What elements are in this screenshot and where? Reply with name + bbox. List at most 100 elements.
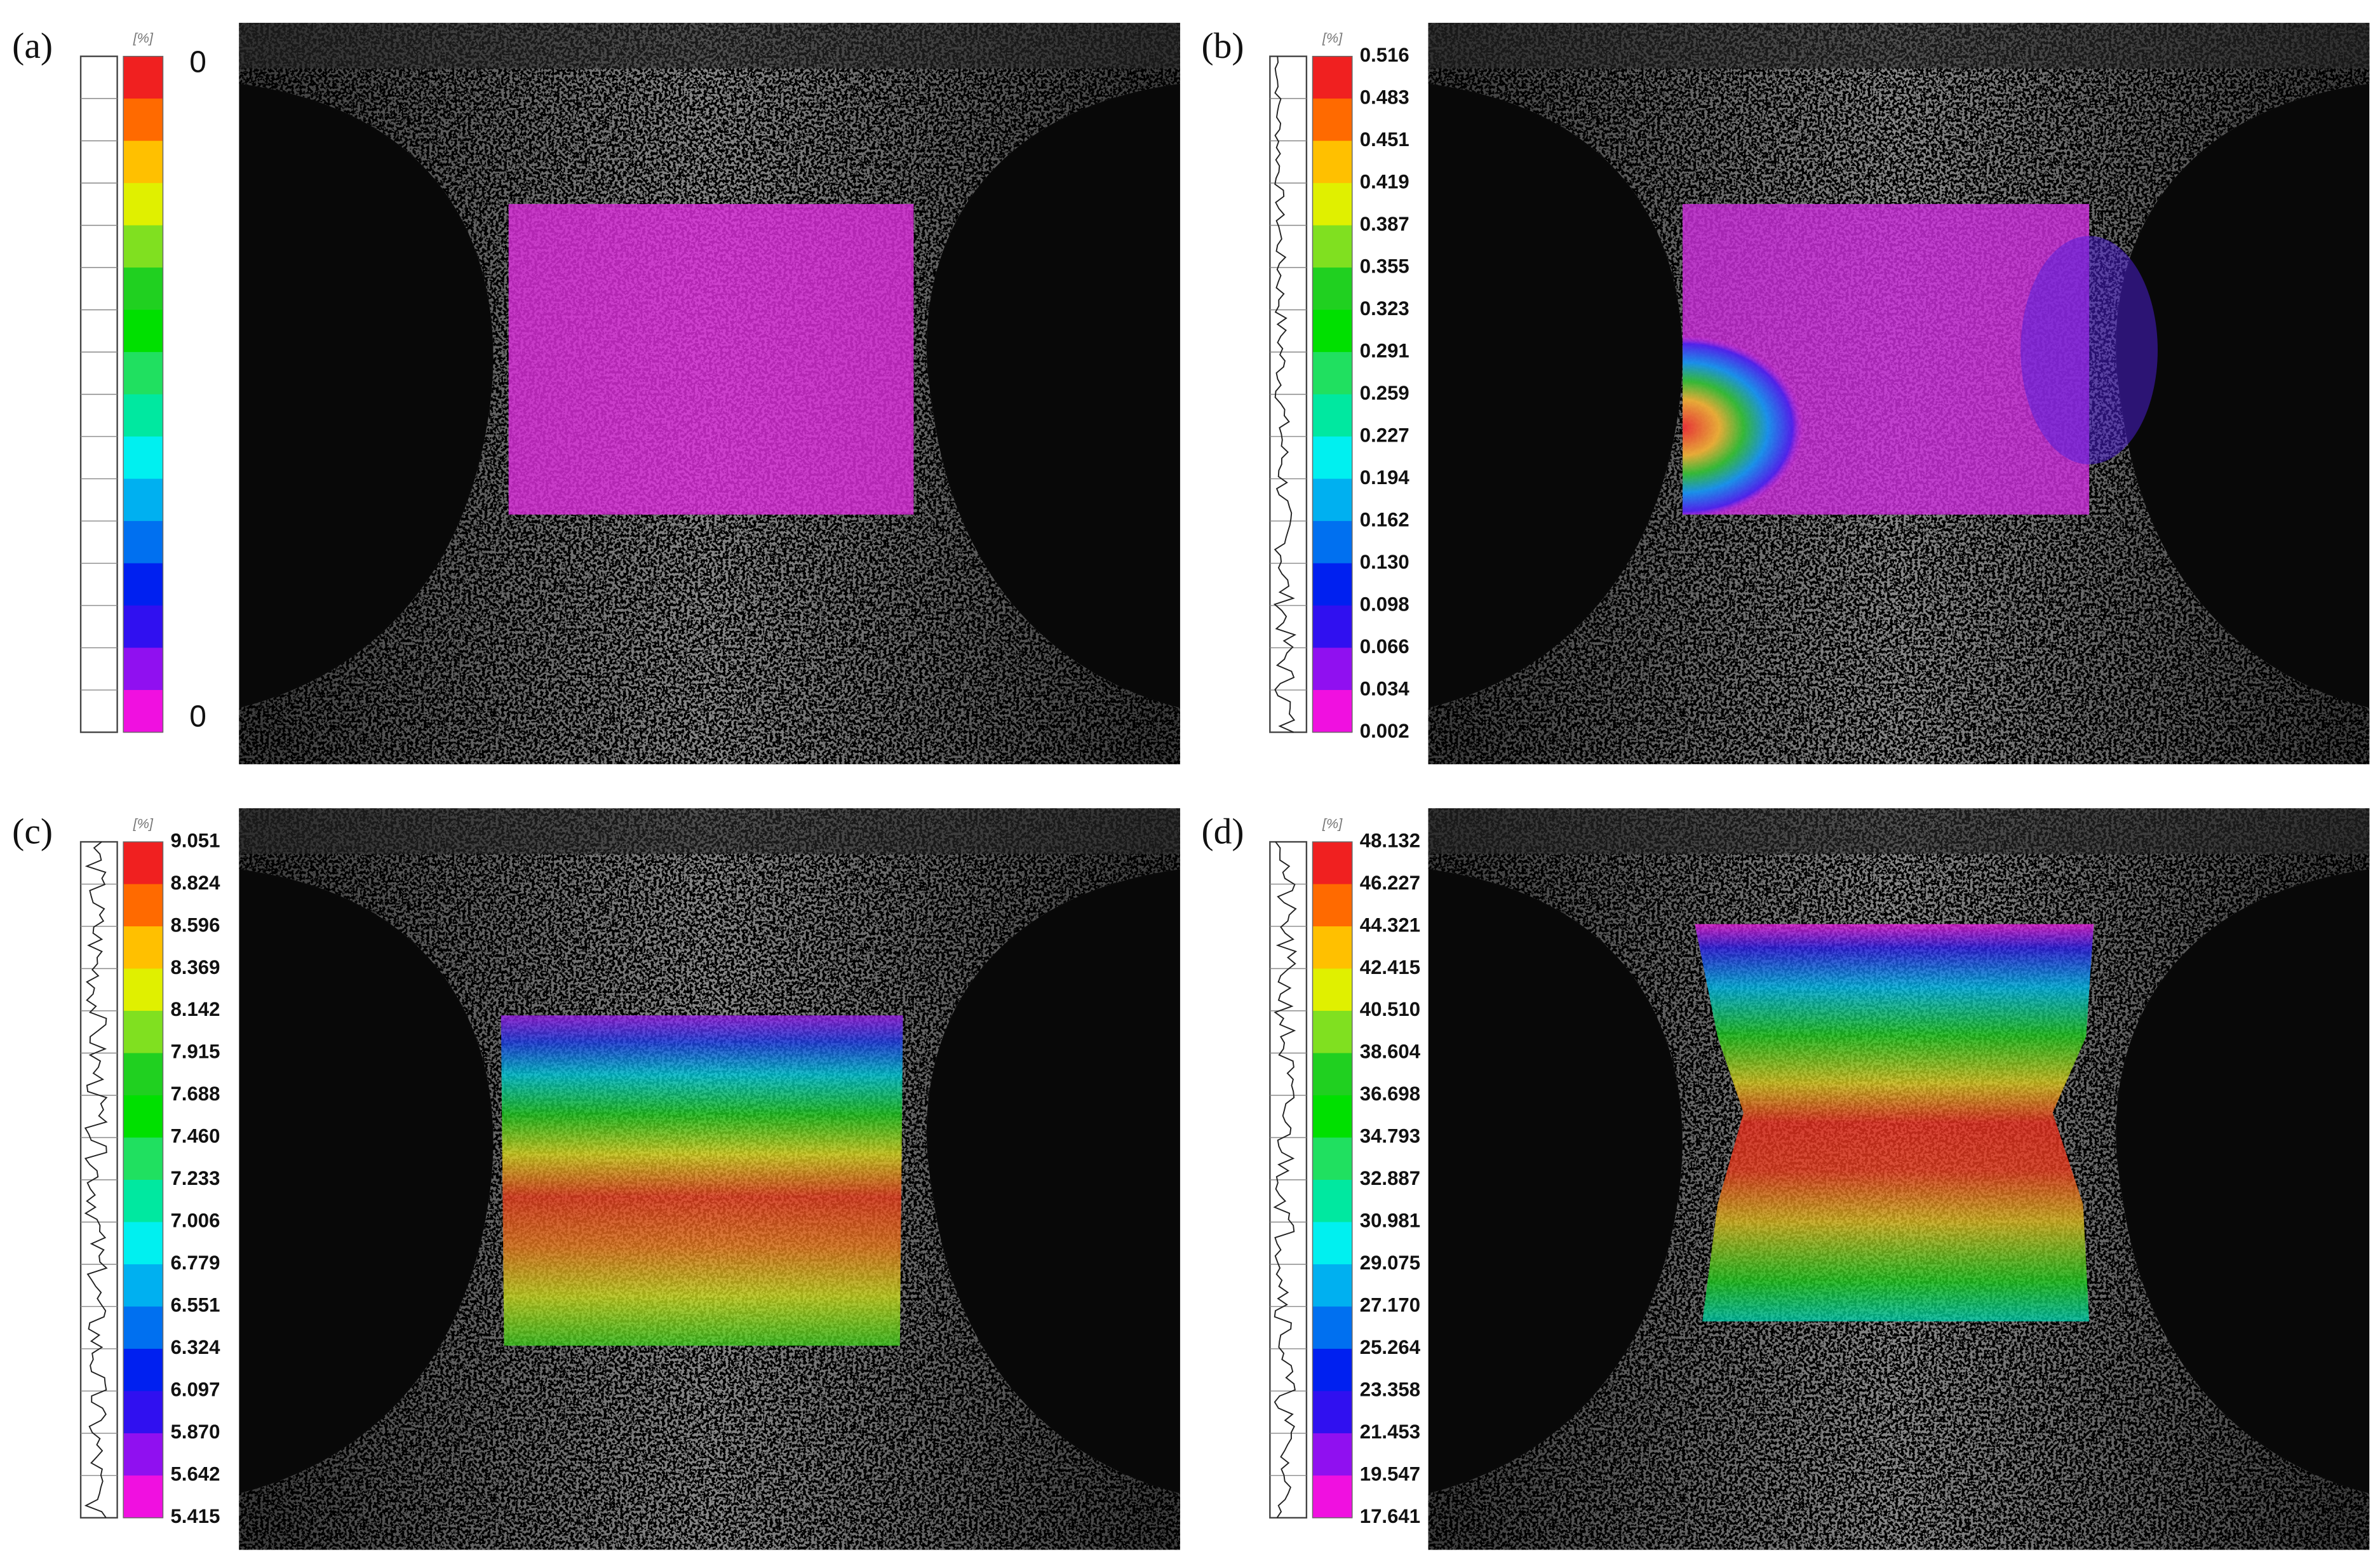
color-segment (1312, 1011, 1352, 1054)
color-segment (123, 1011, 163, 1054)
color-segment (123, 1264, 163, 1308)
specimen-photo (1428, 808, 2370, 1550)
color-segment (1312, 478, 1352, 522)
panel: (c) [%] 9.051 8.824 8.596 8.369 8.142 7.915 7.68… (12, 808, 1180, 1550)
color-segment (123, 98, 163, 142)
scale-label: 8.824 (170, 872, 220, 894)
scale-label: 0.387 (1360, 213, 1409, 235)
grip (1428, 808, 2370, 855)
color-segment (1312, 926, 1352, 970)
strain-overlay (501, 1015, 903, 1346)
color-segment (123, 926, 163, 970)
scale-label: 8.596 (170, 914, 220, 936)
specimen-photo (239, 808, 1180, 1550)
scale-label: 0.323 (1360, 297, 1409, 320)
color-segment (1312, 309, 1352, 353)
unit-label: [%] (1322, 815, 1343, 831)
color-segment (123, 309, 163, 353)
color-segment (1312, 521, 1352, 564)
scale-label: 48.132 (1360, 829, 1420, 851)
color-segment (1312, 1264, 1352, 1308)
scale-label: 0.130 (1360, 551, 1409, 573)
scale-label: 7.915 (170, 1041, 220, 1063)
scale-label: 44.321 (1360, 914, 1420, 936)
scale-label: 0.259 (1360, 382, 1409, 404)
color-segment (1312, 1179, 1352, 1223)
color-segment (1312, 1053, 1352, 1096)
color-bar-frame (1312, 55, 1353, 733)
color-segment (1312, 1475, 1352, 1518)
scale-label: 32.887 (1360, 1167, 1420, 1189)
scale-label: 0.162 (1360, 508, 1409, 531)
scale-label: 23.358 (1360, 1379, 1420, 1401)
scale-label: 0.419 (1360, 170, 1409, 193)
color-segment (123, 478, 163, 522)
color-segment (123, 968, 163, 1011)
color-segment (1312, 647, 1352, 691)
unit-label: [%] (133, 30, 154, 46)
color-segment (123, 140, 163, 184)
color-segment (1312, 884, 1352, 927)
color-segment (1312, 842, 1352, 885)
scale-label: 7.460 (170, 1125, 220, 1147)
color-segment (123, 647, 163, 691)
grip (239, 22, 1180, 69)
color-segment (123, 884, 163, 927)
panel: (d) [%] 48.132 46.227 44.321 42.415 40.510 38.6… (1201, 808, 2370, 1550)
unit-label: [%] (133, 815, 154, 831)
panel-label: (d) (1201, 811, 1244, 851)
color-segment (1312, 1391, 1352, 1434)
color-segment (123, 1179, 163, 1223)
color-segment (123, 1433, 163, 1477)
scale-label: 5.415 (170, 1505, 220, 1527)
scale-label: 29.075 (1360, 1252, 1420, 1274)
color-segment (1312, 98, 1352, 142)
color-segment (123, 1475, 163, 1518)
scale-label: 7.688 (170, 1083, 220, 1105)
specimen-photo (1428, 22, 2370, 764)
scale-label: 0.291 (1360, 339, 1409, 362)
color-segment (123, 605, 163, 649)
scale-label: 5.870 (170, 1421, 220, 1443)
scale-label: 21.453 (1360, 1421, 1420, 1443)
scale-label: 9.051 (170, 829, 220, 851)
scale-label: 0.355 (1360, 255, 1409, 277)
grip (239, 808, 1180, 855)
color-segment (123, 1348, 163, 1392)
panel-label: (c) (12, 811, 53, 851)
scale-label: 17.641 (1360, 1505, 1420, 1527)
scale-label: 19.547 (1360, 1463, 1420, 1485)
color-segment (1312, 56, 1352, 99)
color-segment (123, 1306, 163, 1349)
unit-label: [%] (1322, 30, 1343, 46)
color-bar-frame (1312, 841, 1353, 1518)
panel: (b) [%] 0.516 0.483 0.451 0.419 0.387 0.355 0.32… (1201, 22, 2370, 764)
color-segment (1312, 183, 1352, 226)
strain-blob (2020, 236, 2158, 464)
scale-label: 6.097 (170, 1379, 220, 1401)
color-segment (123, 1095, 163, 1139)
panel-label: (b) (1201, 26, 1244, 66)
color-segment (1312, 605, 1352, 649)
color-segment (1312, 436, 1352, 480)
scale-label: 8.142 (170, 998, 220, 1020)
color-segment (1312, 968, 1352, 1011)
scale-label: 7.006 (170, 1210, 220, 1232)
color-bar-frame (123, 55, 164, 733)
scale-label: 0.098 (1360, 593, 1409, 615)
color-segment (1312, 1137, 1352, 1180)
panel: (a) [%] 0 0 (12, 22, 1180, 764)
scale-label: 27.170 (1360, 1294, 1420, 1316)
color-segment (1312, 1222, 1352, 1265)
color-segment (1312, 1095, 1352, 1139)
scale-label: 8.369 (170, 956, 220, 978)
scale-label: 0.066 (1360, 635, 1409, 658)
color-segment (123, 521, 163, 564)
color-segment (1312, 1348, 1352, 1392)
color-segment (123, 267, 163, 311)
scale-label: 6.551 (170, 1294, 220, 1316)
histogram-curve (84, 841, 108, 1518)
scale-label: 36.698 (1360, 1083, 1420, 1105)
color-segment (123, 1137, 163, 1180)
